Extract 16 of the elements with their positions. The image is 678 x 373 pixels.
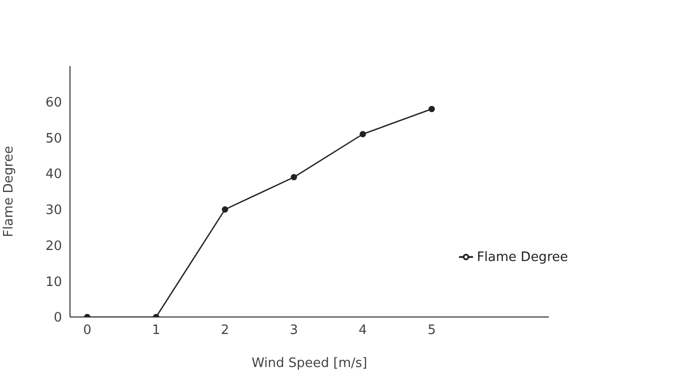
y-tick-label: 60 [45, 95, 62, 110]
x-tick-label: 0 [83, 323, 92, 338]
y-tick-label: 50 [45, 131, 62, 146]
y-axis-title: Flame Degree [2, 146, 17, 238]
x-tick-label: 4 [358, 323, 367, 338]
x-tick-label: 1 [152, 323, 160, 338]
y-tick-label: 0 [54, 310, 62, 326]
y-tick-label: 10 [45, 274, 62, 290]
legend-label: Flame Degree [476, 250, 568, 265]
x-tick-label: 5 [428, 323, 436, 338]
y-tick-label: 20 [45, 238, 62, 254]
x-tick-label: 3 [290, 323, 298, 338]
x-axis-title: Wind Speed [m/s] [252, 356, 368, 371]
y-tick-label: 30 [45, 203, 62, 218]
x-tick-label: 2 [220, 323, 230, 338]
y-tick-label: 40 [45, 167, 62, 182]
